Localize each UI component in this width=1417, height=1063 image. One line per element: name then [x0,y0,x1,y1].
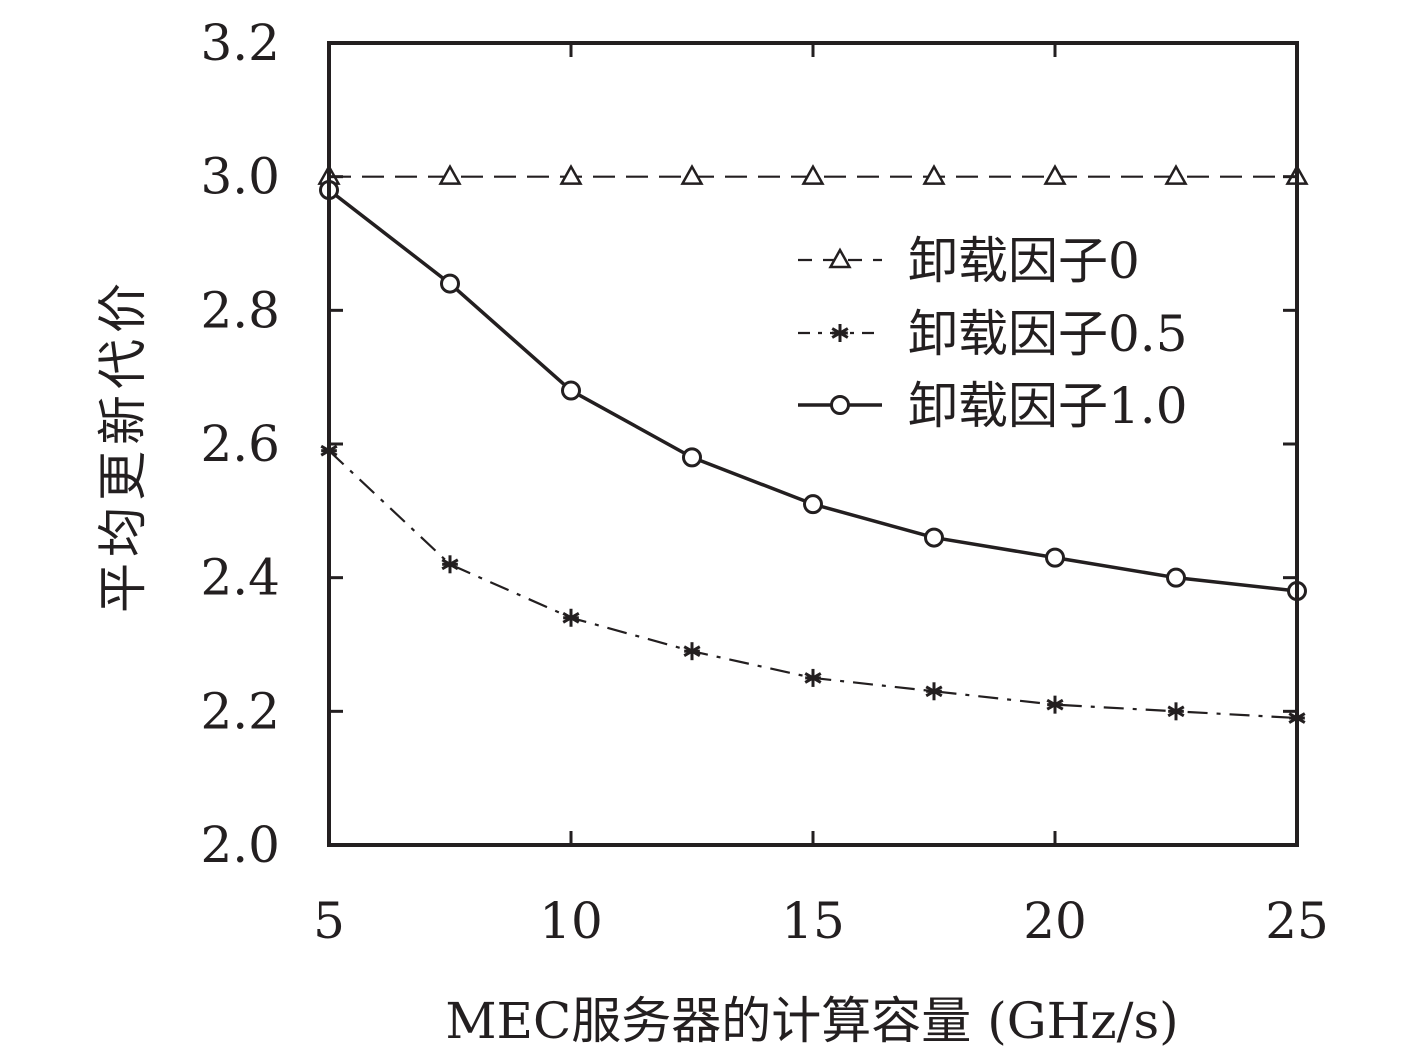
legend-marker [828,247,852,269]
legend-marker [831,324,849,342]
y-tick-label: 2.2 [200,682,280,740]
legend-item-0: 卸载因子0 [798,232,1140,290]
ticks-layer [327,41,1299,847]
data-point-2-4 [803,494,823,515]
data-point-2-2 [561,380,581,401]
y-tick-label: 2.8 [200,281,280,339]
series-0 [317,164,1309,185]
data-point-0-2 [559,164,583,185]
data-point-0-3 [680,164,704,185]
data-point-1-3 [683,642,701,661]
data-point-2-1 [440,273,460,294]
x-tick-label: 20 [1023,892,1087,950]
data-point-1-6 [1046,695,1064,714]
legend-item-2: 卸载因子1.0 [798,377,1188,435]
data-point-1-4 [804,668,822,687]
data-point-0-4 [801,164,825,185]
x-tick-label: 25 [1265,892,1329,950]
data-point-2-7 [1166,567,1186,588]
y-tick-labels: 2.0 2.2 2.4 2.6 2.8 3.0 3.2 [200,14,280,874]
legend: 卸载因子0 卸载因子0.5 卸载因子1.0 [798,232,1188,435]
x-tick-label: 10 [539,892,603,950]
data-point-2-3 [682,447,702,468]
data-point-1-2 [562,608,580,627]
x-tick-label: 15 [781,892,845,950]
y-axis-title: 平均更新代价 [94,277,152,613]
data-point-2-6 [1045,547,1065,568]
y-tick-label: 3.2 [200,14,280,72]
legend-marker [830,395,850,415]
legend-label: 卸载因子0 [908,232,1140,290]
y-tick-label: 3.0 [200,148,280,206]
data-point-1-1 [441,555,459,574]
x-tick-label: 5 [313,892,345,950]
data-point-0-6 [1043,164,1067,185]
plot-frame [327,41,1299,847]
series-layer [317,164,1309,728]
x-tick-labels: 5 10 15 20 25 [313,892,1329,950]
legend-label: 卸载因子0.5 [908,305,1188,363]
y-tick-label: 2.6 [200,415,280,473]
data-point-0-5 [922,164,946,185]
data-point-1-7 [1167,702,1185,721]
data-point-0-1 [438,164,462,185]
y-tick-label: 2.4 [200,549,280,607]
x-axis-title: MEC服务器的计算容量 (GHz/s) [445,992,1178,1050]
data-point-1-5 [925,682,943,701]
data-point-2-5 [924,527,944,548]
series-2 [319,180,1307,602]
data-point-0-7 [1164,164,1188,185]
y-tick-label: 2.0 [200,816,280,874]
legend-item-1: 卸载因子0.5 [798,305,1188,363]
series-1 [320,441,1306,728]
legend-label: 卸载因子1.0 [908,377,1188,435]
